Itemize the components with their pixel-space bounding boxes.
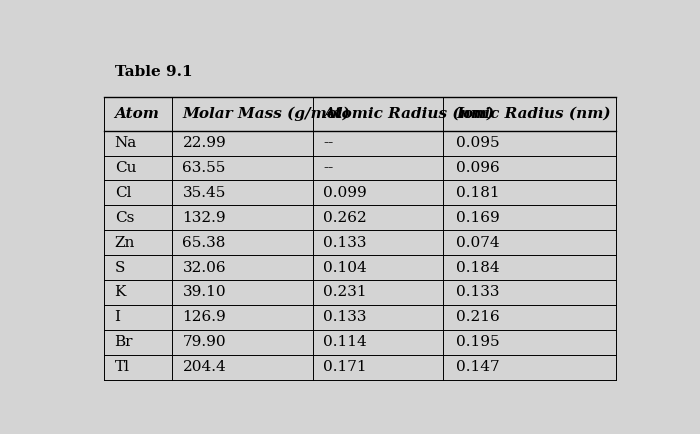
Text: 0.114: 0.114 [323,335,368,349]
Text: 0.133: 0.133 [323,310,367,324]
Text: 0.231: 0.231 [323,286,367,299]
Text: 39.10: 39.10 [183,286,226,299]
Text: Atom: Atom [115,107,160,121]
Text: 65.38: 65.38 [183,236,226,250]
Text: Zn: Zn [115,236,135,250]
Text: 0.181: 0.181 [456,186,500,200]
Text: 0.095: 0.095 [456,136,500,150]
Text: Na: Na [115,136,137,150]
Text: 0.133: 0.133 [323,236,367,250]
Text: Table 9.1: Table 9.1 [115,66,193,79]
Text: Tl: Tl [115,360,130,374]
Text: 0.096: 0.096 [456,161,500,175]
Text: 204.4: 204.4 [183,360,226,374]
Text: S: S [115,260,125,275]
Text: 0.169: 0.169 [456,211,500,225]
Text: Ionic Radius (nm): Ionic Radius (nm) [456,107,611,121]
Text: 32.06: 32.06 [183,260,226,275]
Text: Cl: Cl [115,186,131,200]
Text: I: I [115,310,120,324]
Text: 0.184: 0.184 [456,260,500,275]
Text: 22.99: 22.99 [183,136,226,150]
Text: 0.171: 0.171 [323,360,367,374]
Text: 0.216: 0.216 [456,310,500,324]
Text: 0.104: 0.104 [323,260,368,275]
Text: 0.262: 0.262 [323,211,368,225]
Text: 63.55: 63.55 [183,161,226,175]
Text: 35.45: 35.45 [183,186,226,200]
Text: 0.195: 0.195 [456,335,500,349]
Text: Br: Br [115,335,133,349]
Text: --: -- [323,136,334,150]
Text: K: K [115,286,126,299]
Text: 0.147: 0.147 [456,360,500,374]
Text: 132.9: 132.9 [183,211,226,225]
Text: 79.90: 79.90 [183,335,226,349]
Text: 0.074: 0.074 [456,236,500,250]
Text: Molar Mass (g/mol): Molar Mass (g/mol) [183,107,350,121]
Text: 0.133: 0.133 [456,286,500,299]
Text: Cu: Cu [115,161,136,175]
Text: Atomic Radius (nm): Atomic Radius (nm) [323,107,495,121]
Text: --: -- [323,161,334,175]
Text: 126.9: 126.9 [183,310,226,324]
Text: Cs: Cs [115,211,134,225]
Text: 0.099: 0.099 [323,186,368,200]
